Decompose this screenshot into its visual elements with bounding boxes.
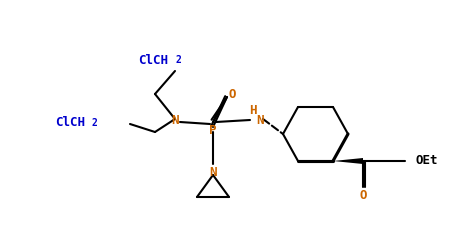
Text: N: N <box>171 113 179 126</box>
Text: N: N <box>209 166 217 179</box>
Text: 2: 2 <box>175 55 181 65</box>
Text: OEt: OEt <box>415 153 437 166</box>
Text: N: N <box>256 114 264 127</box>
Text: ClCH: ClCH <box>55 116 85 129</box>
Text: H: H <box>249 103 257 116</box>
Text: 2: 2 <box>92 118 98 128</box>
Polygon shape <box>333 158 363 164</box>
Text: O: O <box>359 189 367 202</box>
Text: ClCH: ClCH <box>138 53 168 66</box>
Text: P: P <box>209 124 217 137</box>
Text: O: O <box>228 87 236 100</box>
